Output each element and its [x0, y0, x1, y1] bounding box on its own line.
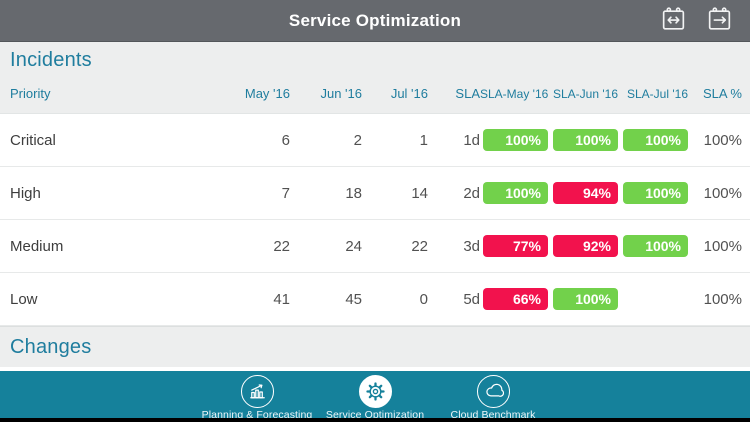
incidents-section: Incidents Priority May '16 Jun '16 Jul '…	[0, 42, 750, 114]
priority-cell: Medium	[10, 237, 64, 255]
incident-table-row: Low 41 45 0 5d 66% 100% 100%	[0, 273, 750, 326]
cloud-icon	[476, 375, 510, 408]
sla-target-cell: 3d	[463, 237, 480, 255]
may-count-cell: 41	[273, 290, 290, 308]
sla-percent-cell: 100%	[703, 290, 742, 308]
column-header-sla-jul: SLA-Jul '16	[627, 86, 688, 101]
tab-service-optimization[interactable]: Service Optimization	[316, 371, 434, 421]
sla-may-badge-cell: 100%	[480, 182, 548, 204]
column-header-sla-may: SLA-May '16	[480, 86, 549, 101]
sla-percent-cell: 100%	[703, 131, 742, 149]
column-header-may: May '16	[244, 86, 290, 101]
calendar-range-icon	[659, 5, 688, 37]
incident-table-row: Critical 6 2 1 1d 100% 100% 100% 100%	[0, 114, 750, 167]
sla-badge: 100%	[623, 129, 688, 151]
incidents-table-header-row: Priority May '16 Jun '16 Jul '16 SLA SLA…	[0, 74, 750, 114]
jun-count-cell: 45	[345, 290, 362, 308]
sla-percent-cell: 100%	[703, 237, 742, 255]
sla-badge: 92%	[553, 235, 618, 257]
sla-jun-badge-cell: 94%	[548, 182, 618, 204]
column-header-sla-pct: SLA %	[702, 86, 742, 101]
may-count-cell: 7	[281, 184, 290, 202]
jun-count-cell: 18	[345, 184, 362, 202]
may-count-cell: 22	[273, 237, 290, 255]
page-title: Service Optimization	[288, 10, 462, 30]
gear-icon	[358, 375, 392, 408]
jul-count-cell: 22	[411, 237, 428, 255]
sla-jun-badge-cell: 92%	[548, 235, 618, 257]
bottom-strip	[0, 418, 750, 422]
sla-jun-badge-cell: 100%	[548, 288, 618, 310]
column-header-priority: Priority	[10, 86, 51, 101]
sla-badge: 77%	[483, 235, 548, 257]
sla-jun-badge-cell: 100%	[548, 129, 618, 151]
sla-badge: 100%	[623, 235, 688, 257]
sla-jul-badge-cell: 100%	[618, 129, 688, 151]
incident-table-row: Medium 22 24 22 3d 77% 92% 100% 100%	[0, 220, 750, 273]
priority-cell: Low	[10, 290, 38, 308]
jul-count-cell: 1	[419, 131, 428, 149]
sla-badge: 100%	[553, 288, 618, 310]
sla-may-badge-cell: 66%	[480, 288, 548, 310]
sla-target-cell: 1d	[463, 131, 480, 149]
sla-target-cell: 2d	[463, 184, 480, 202]
sla-percent-cell: 100%	[703, 184, 742, 202]
incidents-table: Critical 6 2 1 1d 100% 100% 100% 100% Hi…	[0, 114, 750, 326]
navigation-bar: Service Optimization	[0, 0, 750, 42]
sla-may-badge-cell: 100%	[480, 129, 548, 151]
incidents-section-title: Incidents	[10, 49, 92, 71]
jul-count-cell: 0	[419, 290, 428, 308]
sla-badge: 100%	[553, 129, 618, 151]
changes-section: Changes	[0, 326, 750, 367]
calendar-forward-button[interactable]	[705, 5, 734, 37]
changes-section-title: Changes	[10, 335, 92, 358]
nav-icon-group	[659, 0, 734, 41]
jun-count-cell: 2	[353, 131, 362, 149]
column-header-jul: Jul '16	[390, 86, 428, 101]
column-header-sla-jun: SLA-Jun '16	[553, 86, 618, 101]
sla-may-badge-cell: 77%	[480, 235, 548, 257]
sla-badge: 100%	[483, 129, 548, 151]
priority-cell: Critical	[10, 131, 56, 149]
incident-table-row: High 7 18 14 2d 100% 94% 100% 100%	[0, 167, 750, 220]
may-count-cell: 6	[281, 131, 290, 149]
sla-badge: 94%	[553, 182, 618, 204]
tab-bar: Planning & Forecasting	[0, 371, 750, 421]
tab-cloud-benchmark[interactable]: Cloud Benchmark	[434, 371, 552, 421]
column-header-jun: Jun '16	[320, 86, 362, 101]
forecast-chart-icon	[240, 375, 274, 408]
sla-badge: 66%	[483, 288, 548, 310]
sla-target-cell: 5d	[463, 290, 480, 308]
jun-count-cell: 24	[345, 237, 362, 255]
column-header-sla: SLA	[455, 86, 480, 101]
sla-jul-badge-cell: 100%	[618, 235, 688, 257]
calendar-range-button[interactable]	[659, 5, 688, 37]
tab-planning-forecasting[interactable]: Planning & Forecasting	[198, 371, 316, 421]
priority-cell: High	[10, 184, 41, 202]
sla-badge: 100%	[623, 182, 688, 204]
sla-badge: 100%	[483, 182, 548, 204]
sla-jul-badge-cell: 100%	[618, 182, 688, 204]
jul-count-cell: 14	[411, 184, 428, 202]
calendar-forward-icon	[705, 5, 734, 37]
